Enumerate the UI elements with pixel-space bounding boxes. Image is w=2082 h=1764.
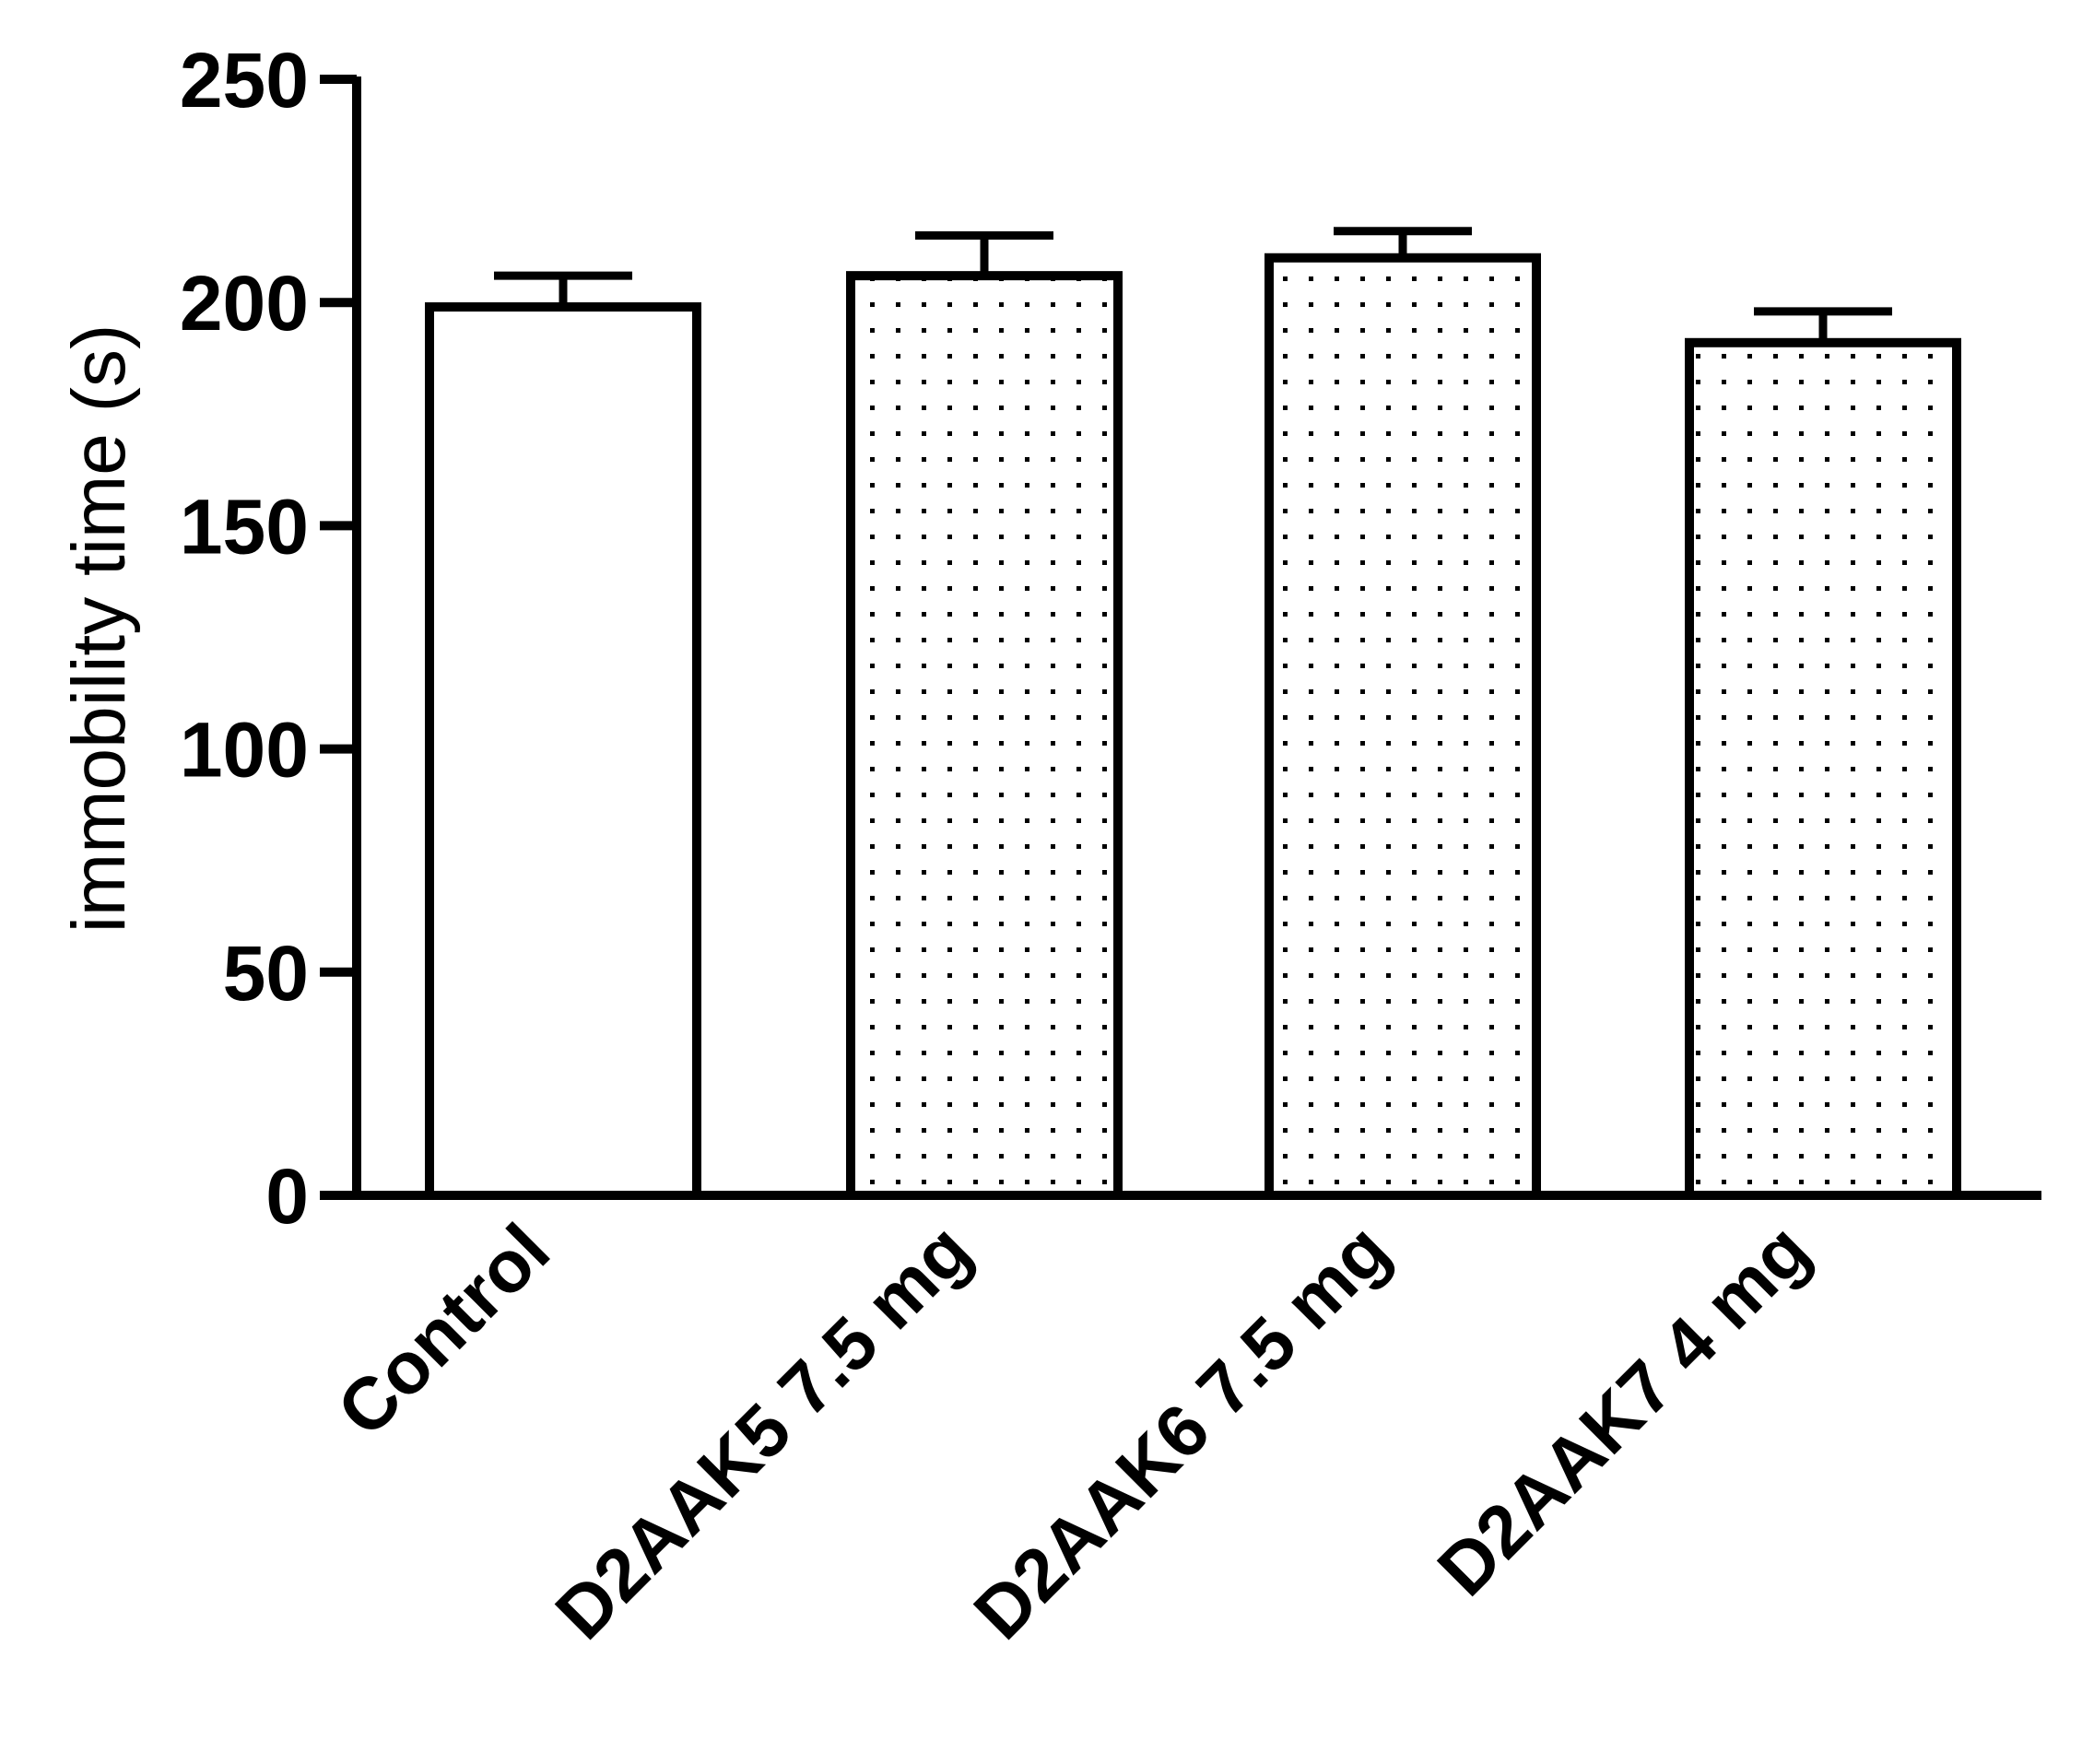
y-tick-label: 150 xyxy=(180,483,309,570)
axes-layer xyxy=(320,75,2041,1200)
x-tick-label: Control xyxy=(322,1208,565,1452)
bar xyxy=(1685,337,1961,1200)
bars-layer xyxy=(425,227,1961,1200)
y-tick-label: 50 xyxy=(223,930,309,1017)
y-tick-label: 0 xyxy=(265,1153,309,1240)
y-tick-label: 100 xyxy=(180,707,309,794)
x-tick-label: D2AAK6 7.5 mg xyxy=(959,1208,1405,1654)
y-tick-label: 200 xyxy=(180,260,309,347)
bar xyxy=(1264,253,1541,1200)
x-tick-label: D2AAK7 4 mg xyxy=(1422,1208,1825,1611)
x-tick-label: D2AAK5 7.5 mg xyxy=(540,1208,986,1654)
y-tick-label: 250 xyxy=(180,37,309,123)
y-axis-title: immobility time (s) xyxy=(57,324,141,934)
bar xyxy=(846,271,1123,1200)
bar xyxy=(425,302,701,1200)
